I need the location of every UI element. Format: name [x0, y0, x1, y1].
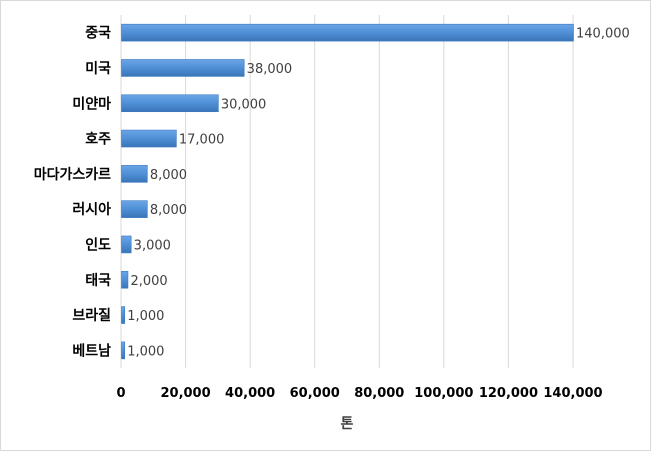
category-label: 러시아: [72, 201, 111, 218]
data-label: 140,000: [576, 27, 630, 42]
data-labels: 140,000 38,000 30,000 17,000 8,000 8,000 3,000…: [127, 27, 630, 360]
x-tick-label: 120,000: [479, 386, 538, 401]
x-tick-label: 140,000: [543, 386, 602, 401]
bar: [121, 200, 148, 218]
category-label: 태국: [85, 273, 111, 289]
x-tick-label: 0: [116, 386, 125, 401]
data-label: 2,000: [130, 274, 167, 289]
data-label: 38,000: [247, 62, 293, 77]
category-label: 중국: [85, 26, 111, 42]
data-label: 30,000: [221, 97, 267, 112]
data-label: 8,000: [150, 168, 187, 183]
bar: [121, 59, 245, 77]
category-label: 미국: [85, 61, 111, 77]
bar: [121, 235, 132, 254]
x-tick-label: 40,000: [225, 386, 275, 401]
bar: [121, 94, 219, 113]
category-label: 인도: [85, 236, 111, 253]
category-label: 베트남: [72, 342, 111, 359]
data-label: 17,000: [179, 133, 225, 148]
bar: [121, 23, 574, 42]
bar: [121, 270, 129, 289]
x-axis-title: 톤: [341, 416, 354, 432]
data-label: 1,000: [127, 309, 164, 324]
bars: [121, 23, 574, 360]
category-label: 호주: [85, 132, 111, 148]
x-tick-label: 80,000: [354, 386, 404, 401]
x-tick-label: 60,000: [290, 386, 340, 401]
bar: [121, 129, 177, 148]
category-label: 브라질: [72, 308, 111, 324]
category-label: 마다가스카르: [34, 167, 111, 183]
bar: [121, 341, 126, 360]
bar: [121, 165, 148, 183]
data-label: 8,000: [150, 203, 187, 218]
x-tick-label: 20,000: [160, 386, 210, 401]
x-tick-labels: 0 20,000 40,000 60,000 80,000 100,000 120,000 1…: [116, 386, 602, 401]
category-label: 미얀마: [72, 95, 111, 112]
x-tick-label: 100,000: [414, 386, 473, 401]
data-label: 1,000: [127, 344, 164, 359]
bar: [121, 306, 126, 324]
data-label: 3,000: [134, 238, 171, 253]
